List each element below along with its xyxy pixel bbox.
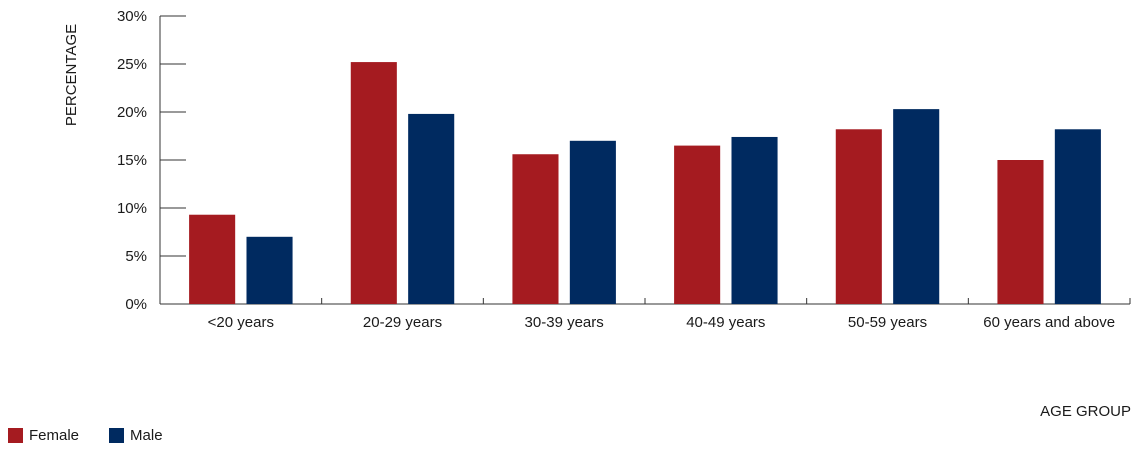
legend-label-female: Female [29, 427, 80, 444]
bar-female-4 [835, 129, 882, 304]
x-tick-label: <20 years [208, 314, 274, 331]
legend-swatch-male [109, 428, 125, 443]
x-axis: <20 years 20-29 years 30-39 years 40-49 yea… [159, 298, 1131, 331]
chart-area: 0% 5% 10% 15% 20% 25% 30% <20 years 20-29 years… [63, 8, 1131, 420]
x-tick-label: 40-49 years [686, 314, 765, 331]
bar-male-1 [408, 113, 455, 304]
x-tick-label: 20-29 years [363, 314, 442, 331]
y-axis-title: PERCENTAGE [63, 24, 80, 126]
x-tick-label: 30-39 years [525, 314, 604, 331]
bar-chart: 0% 5% 10% 15% 20% 25% 30% <20 years 20-29 years… [63, 8, 1131, 420]
y-tick-label: 10% [117, 200, 147, 217]
legend-swatch-female [8, 428, 23, 443]
bar-male-2 [569, 140, 616, 304]
bar-female-3 [674, 145, 721, 304]
legend-label-male: Male [130, 427, 163, 444]
y-axis: 0% 5% 10% 15% 20% 25% 30% [117, 8, 186, 313]
legend: Female Male [8, 428, 193, 443]
bar-female-1 [350, 62, 397, 304]
x-tick-label: 50-59 years [848, 314, 927, 331]
y-tick-label: 0% [125, 296, 147, 313]
y-tick-label: 20% [117, 104, 147, 121]
bar-male-4 [893, 109, 940, 305]
legend-item-male: Male [109, 428, 163, 443]
y-tick-label: 25% [117, 56, 147, 73]
bar-male-0 [246, 236, 293, 304]
x-tick-label: 60 years and above [983, 314, 1115, 331]
y-tick-label: 30% [117, 8, 147, 25]
y-tick-label: 5% [125, 248, 147, 265]
bars [189, 62, 1101, 305]
bar-male-3 [731, 136, 778, 304]
bar-female-2 [512, 154, 559, 304]
legend-item-female: Female [8, 428, 79, 443]
x-axis-title: AGE GROUP [1040, 403, 1131, 420]
bar-female-0 [189, 214, 236, 304]
bar-female-5 [997, 160, 1044, 304]
bar-male-5 [1054, 129, 1101, 304]
y-tick-label: 15% [117, 152, 147, 169]
